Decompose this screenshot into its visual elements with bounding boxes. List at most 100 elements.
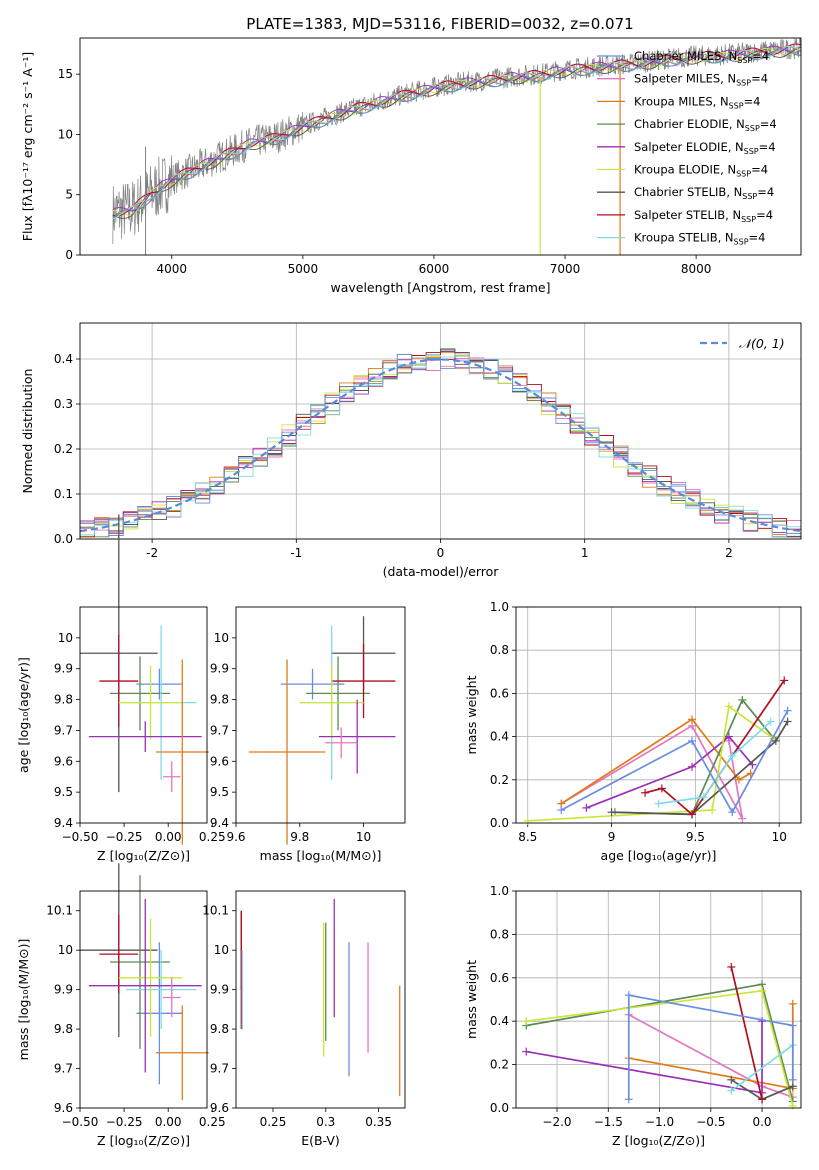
legend-suffix: =4 — [751, 163, 768, 177]
y-axis-label: mass weight — [464, 675, 479, 754]
axes-frame — [515, 890, 802, 1109]
x-tick-label: 1 — [581, 546, 589, 560]
x-tick-label: −0.50 — [62, 1115, 99, 1129]
legend-suffix: =4 — [757, 185, 774, 199]
y-tick-label: 9.9 — [54, 662, 73, 676]
y-tick-label: 9.4 — [210, 816, 229, 830]
x-tick-label: 6000 — [419, 262, 450, 276]
x-tick-label: 10 — [772, 830, 787, 844]
legend: Chabrier MILES, NSSP=4 Salpeter MILES, NS… — [597, 49, 777, 247]
y-axis-label: mass weight — [464, 960, 479, 1039]
legend-subscript: SSP — [744, 147, 759, 156]
panel-4: 8.5 9 9.5 10 0.0 0.2 0.4 0.6 0.8 1.0 age [log₁₀(ag… — [464, 600, 802, 863]
histogram-area — [80, 348, 801, 538]
x-tick-label: 9.6 — [226, 830, 245, 844]
y-tick-label: 0.2 — [54, 442, 73, 456]
panel-3: 9.6 9.8 10 9.4 9.5 9.6 9.7 9.8 9.9 10 mass [log₁₀(… — [210, 606, 406, 863]
model-spectrum-2 — [112, 48, 801, 218]
legend-label: Kroupa ELODIE, NSSP=4 — [634, 163, 768, 179]
x-tick-label: 0.25 — [199, 1115, 226, 1129]
y-tick-label: 9.7 — [210, 1062, 229, 1076]
y-tick-label: 9.7 — [54, 723, 73, 737]
y-tick-label: 0.0 — [490, 816, 509, 830]
model-spectrum-7 — [112, 45, 801, 220]
y-tick-label: 10 — [58, 631, 73, 645]
y-tick-label: 10 — [58, 127, 73, 141]
weight-line — [658, 720, 772, 805]
x-tick-label: 7000 — [550, 262, 581, 276]
normal-reference-curve — [80, 358, 801, 533]
x-axis-label: Z [log₁₀(Z/Z⊙)] — [97, 1133, 190, 1148]
y-tick-label: 0.3 — [54, 397, 73, 411]
x-tick-label: 0.25 — [199, 830, 226, 844]
y-tick-label: 0.4 — [54, 352, 73, 366]
x-tick-label: 5000 — [288, 262, 319, 276]
legend-label: Salpeter MILES, NSSP=4 — [634, 72, 768, 88]
x-tick-label: 8000 — [681, 262, 712, 276]
x-tick-label: −1.0 — [645, 1115, 674, 1129]
y-axis-label: Flux [fλ10⁻¹⁷ erg cm⁻² s⁻¹ A⁻¹] — [20, 52, 35, 241]
legend-subscript: SSP — [737, 56, 752, 65]
x-tick-label: 9.5 — [686, 830, 705, 844]
axes-frame — [79, 890, 208, 1109]
weight-line — [730, 966, 763, 1100]
spectrum-area — [112, 38, 801, 255]
weight-line — [527, 704, 775, 822]
y-tick-label: 9.5 — [54, 785, 73, 799]
weight-line — [560, 718, 752, 805]
x-axis-label: Z [log₁₀(Z/Z⊙)] — [97, 848, 190, 863]
y-tick-label: 1.0 — [490, 600, 509, 614]
axes-frame — [235, 890, 406, 1109]
legend-suffix: =4 — [752, 49, 769, 63]
y-tick-label: 0.8 — [490, 643, 509, 657]
y-tick-label: 0.0 — [490, 1101, 509, 1115]
x-tick-label: -1 — [290, 546, 302, 560]
legend-subscript: SSP — [729, 101, 744, 110]
x-tick-label: −2.0 — [542, 1115, 571, 1129]
panel-0: 4000 5000 6000 7000 8000 0 5 10 15 wavelength [An… — [20, 37, 802, 295]
x-tick-label: −1.5 — [594, 1115, 623, 1129]
x-tick-label: −0.5 — [696, 1115, 725, 1129]
x-axis-label: (data-model)/error — [383, 564, 500, 579]
x-tick-label: 0 — [437, 546, 445, 560]
panel-2: −0.50 −0.25 0.00 0.259.49.59.69.79.89.910Z … — [16, 514, 226, 863]
y-tick-label: 9.7 — [210, 723, 229, 737]
model-spectrum-4 — [112, 47, 801, 216]
x-tick-label: -2 — [146, 546, 158, 560]
x-axis-label: E(B-V) — [301, 1133, 340, 1148]
y-tick-label: 9.8 — [54, 693, 73, 707]
y-tick-label: 0.4 — [490, 730, 509, 744]
legend-label: Chabrier STELIB, NSSP=4 — [634, 185, 774, 201]
legend-suffix: =4 — [759, 140, 776, 154]
x-tick-label: −0.25 — [106, 1115, 143, 1129]
legend-subscript: SSP — [736, 170, 751, 179]
x-tick-label: 4000 — [156, 262, 187, 276]
y-tick-label: 0.6 — [490, 971, 509, 985]
y-tick-label: 9.5 — [210, 785, 229, 799]
axes-frame — [79, 37, 802, 256]
panel-1: -2 -1 0 1 2 0.0 0.1 0.2 0.3 0.4 (data-model)/error… — [20, 322, 802, 579]
legend-suffix: =4 — [756, 208, 773, 222]
model-spectrum-8 — [112, 48, 801, 219]
legend-label: Kroupa STELIB, NSSP=4 — [634, 231, 765, 247]
x-tick-label: 0.25 — [260, 1115, 287, 1129]
legend-suffix: =4 — [749, 231, 766, 245]
y-tick-label: 10.1 — [202, 904, 229, 918]
legend-label: 𝒩(0, 1) — [739, 336, 785, 351]
y-tick-label: 10 — [214, 943, 229, 957]
legend-suffix: =4 — [744, 94, 761, 108]
legend-subscript: SSP — [734, 238, 749, 247]
panel-6: 0.25 0.3 0.35 9.6 9.7 9.8 9.9 10 10.1 E(B-V) — [202, 890, 406, 1148]
legend-subscript: SSP — [742, 192, 757, 201]
y-axis-label: mass [log₁₀(M/M⊙)] — [16, 939, 31, 1061]
y-tick-label: 9.9 — [54, 983, 73, 997]
figure-title: PLATE=1383, MJD=53116, FIBERID=0032, z=0… — [246, 15, 633, 33]
panel-7: −2.0 −1.5 −1.0 −0.5 0.0 0.0 0.2 0.4 0.6 0.8 1.0 Z [… — [464, 884, 802, 1148]
legend-label: Kroupa MILES, NSSP=4 — [634, 94, 760, 110]
y-tick-label: 9.8 — [210, 1022, 229, 1036]
x-tick-label: 9 — [608, 830, 616, 844]
y-tick-label: 0.4 — [490, 1014, 509, 1028]
axes-frame — [515, 606, 802, 824]
